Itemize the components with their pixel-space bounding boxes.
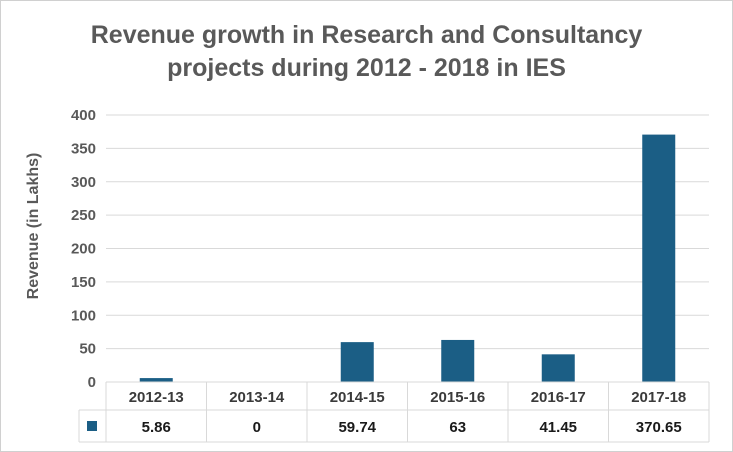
x-tick-label: 2012-13 bbox=[129, 389, 184, 406]
y-tick-label: 50 bbox=[79, 341, 96, 358]
chart-title-line-2: projects during 2012 - 2018 in IES bbox=[167, 54, 566, 82]
y-axis-label: Revenue (in Lakhs) bbox=[25, 153, 42, 300]
y-tick-label: 250 bbox=[71, 207, 96, 224]
y-tick-label: 150 bbox=[71, 274, 96, 291]
chart-title-line-1: Revenue growth in Research and Consultan… bbox=[90, 21, 643, 49]
data-label: 63 bbox=[449, 419, 466, 436]
data-label: 41.45 bbox=[539, 419, 577, 436]
bar bbox=[541, 354, 575, 382]
x-tick-label: 2017-18 bbox=[631, 389, 686, 406]
data-label: 5.86 bbox=[142, 419, 171, 436]
data-table: 2012-13 5.86 2013-14 0 2014-15 59.74 2015-16 63… bbox=[78, 381, 710, 443]
bar bbox=[642, 134, 676, 382]
y-tick-label: 200 bbox=[71, 241, 96, 258]
x-tick-label: 2014-15 bbox=[330, 389, 385, 406]
bar bbox=[340, 342, 374, 382]
data-label: 370.65 bbox=[636, 419, 682, 436]
bar bbox=[441, 339, 475, 382]
y-tick-label: 100 bbox=[71, 307, 96, 324]
x-tick-label: 2015-16 bbox=[430, 389, 485, 406]
data-label: 59.74 bbox=[338, 419, 376, 436]
y-tick-label: 400 bbox=[71, 107, 96, 124]
bar bbox=[139, 378, 173, 382]
y-tick-label: 300 bbox=[71, 174, 96, 191]
y-tick-label: 0 bbox=[88, 374, 96, 391]
bars bbox=[139, 134, 676, 382]
gridlines bbox=[106, 114, 709, 350]
data-label: 0 bbox=[253, 419, 261, 436]
x-tick-label: 2016-17 bbox=[531, 389, 586, 406]
legend-key bbox=[87, 421, 97, 431]
y-tick-label: 350 bbox=[71, 140, 96, 157]
chart-title: Revenue growth in Research and Consultan… bbox=[1, 19, 732, 85]
y-axis-ticks: 0 50 100 150 200 250 300 350 400 bbox=[71, 107, 96, 391]
x-tick-label: 2013-14 bbox=[229, 389, 285, 406]
